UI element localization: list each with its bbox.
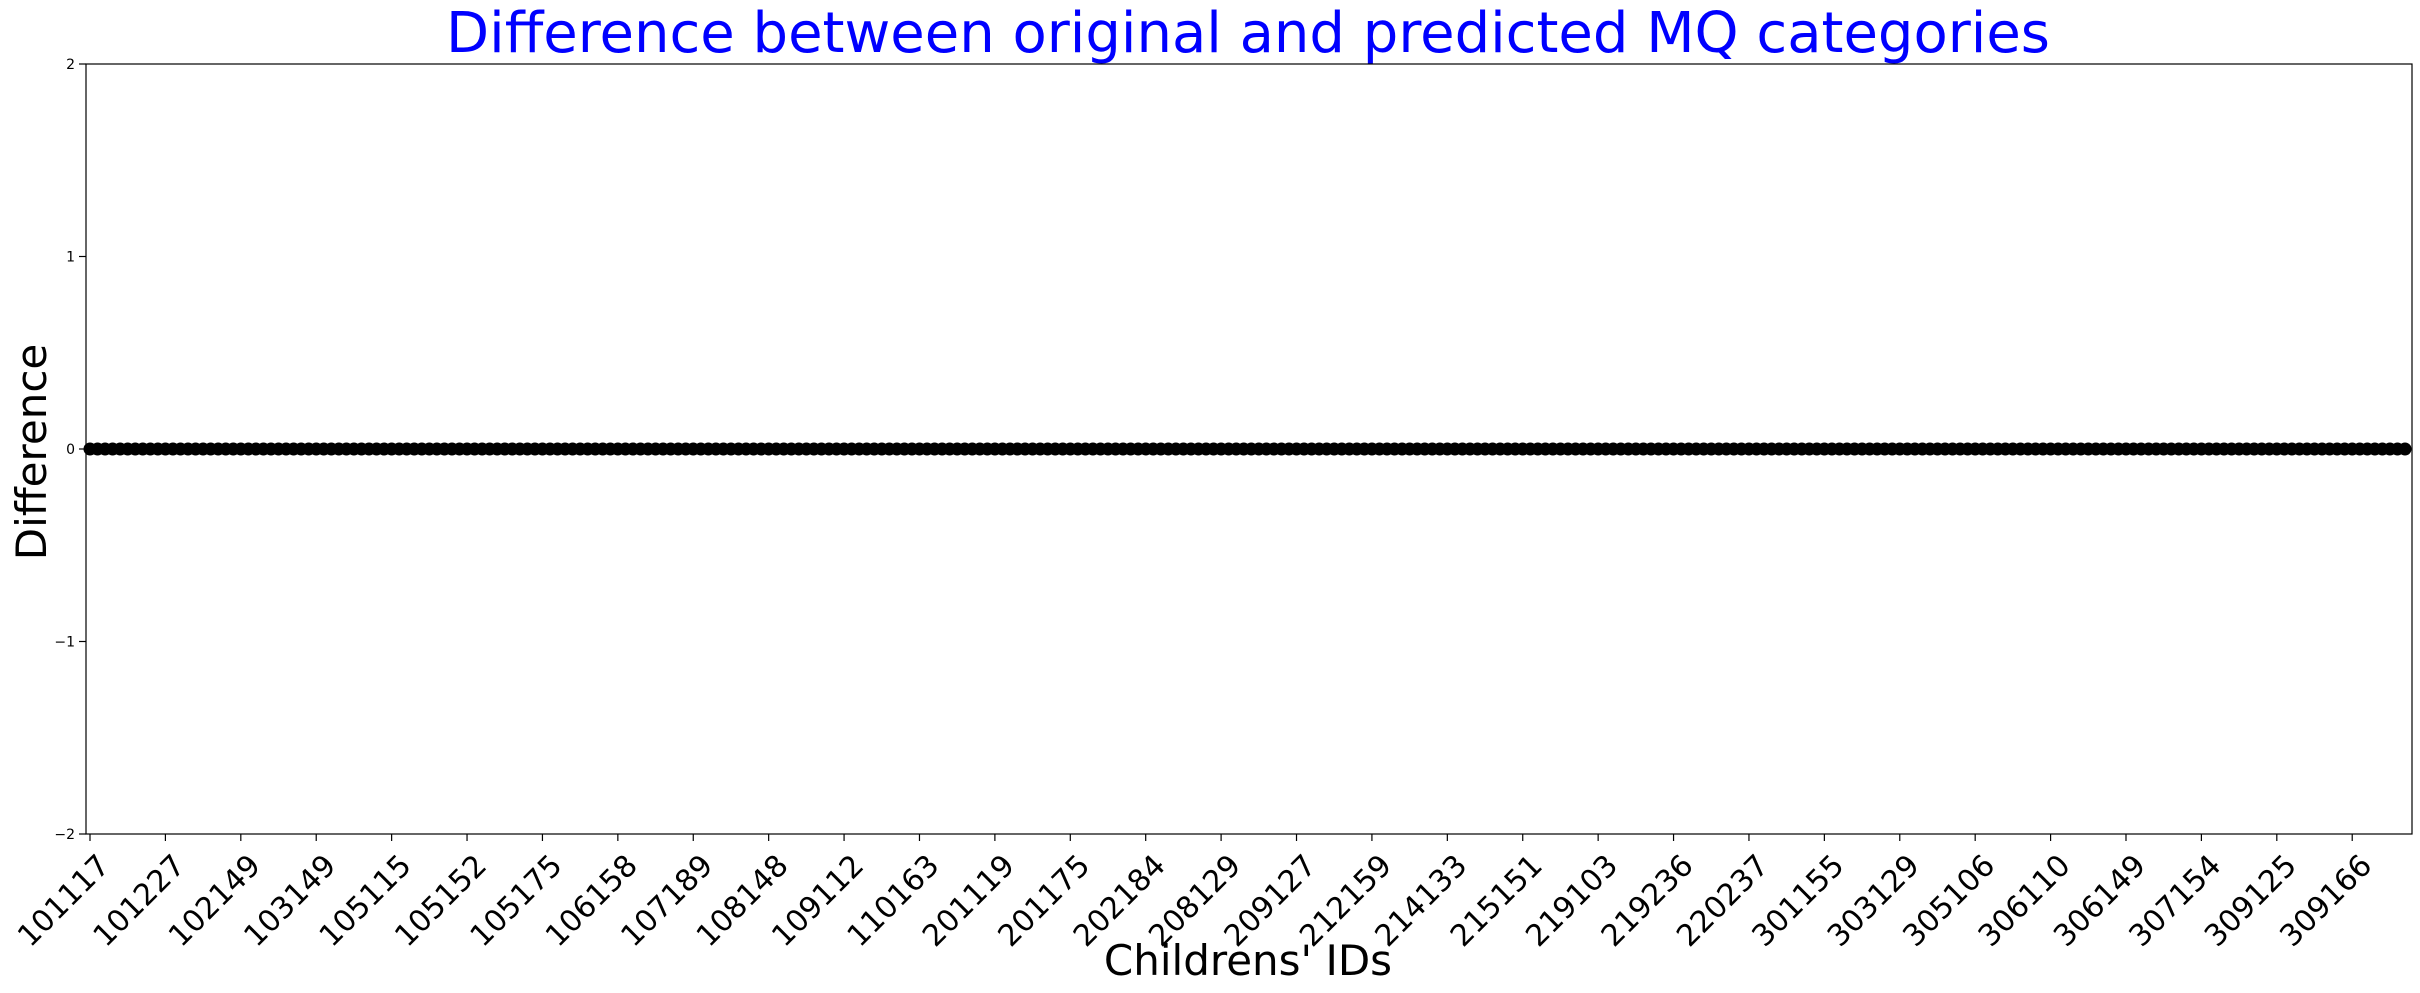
y-ticks: −2 −1 0 1 2	[54, 57, 86, 843]
y-tick-label: −1	[54, 635, 75, 651]
chart-title: Difference between original and predicte…	[446, 1, 2050, 66]
y-tick-label: 1	[66, 250, 75, 266]
points-layer	[83, 442, 2412, 456]
y-tick-label: 0	[66, 442, 75, 458]
plot-frame	[85, 63, 2413, 835]
y-tick-label: −2	[54, 827, 75, 843]
y-tick-label: 2	[66, 57, 75, 73]
y-axis-label: Difference	[7, 344, 56, 561]
data-point	[2398, 442, 2412, 456]
x-axis-label: Childrens' IDs	[1104, 936, 1392, 985]
